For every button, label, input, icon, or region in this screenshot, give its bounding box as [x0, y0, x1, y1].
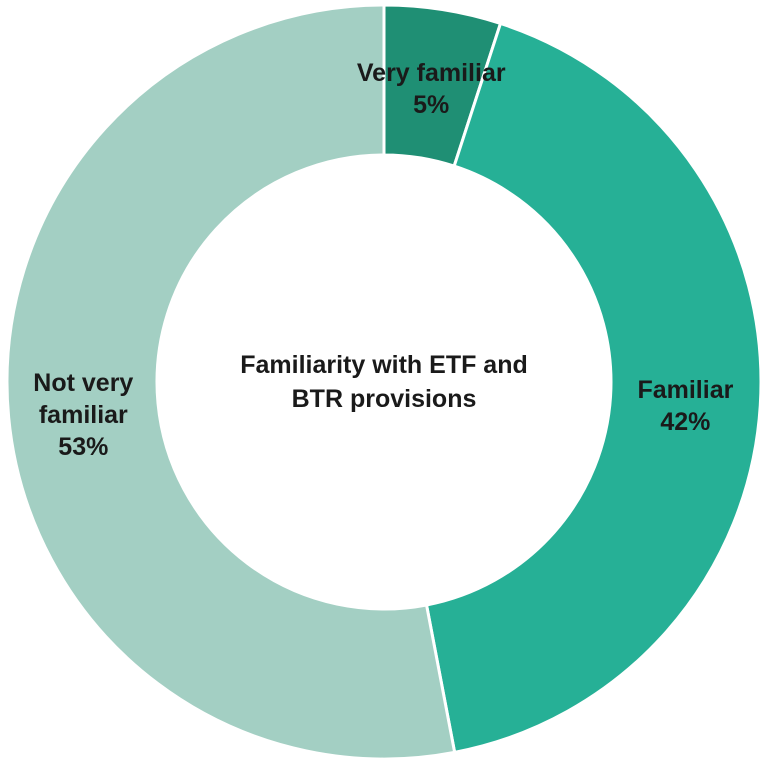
slice-name: Not very familiar — [33, 369, 134, 430]
chart-title: Familiarity with ETF and BTR provisions — [240, 351, 528, 413]
slice-name: Very familiar — [356, 58, 506, 87]
slice-name: Familiar — [637, 375, 734, 404]
donut-slice — [424, 21, 760, 755]
slice-label: Very familiar 5% — [356, 57, 506, 121]
slice-label: Not very familiar 53% — [8, 367, 158, 463]
slice-value: 42% — [660, 407, 711, 436]
slice-value: 53% — [58, 433, 109, 462]
slice-label: Familiar 42% — [610, 374, 760, 438]
donut-slice — [5, 3, 457, 761]
slice-value: 5% — [413, 90, 450, 119]
